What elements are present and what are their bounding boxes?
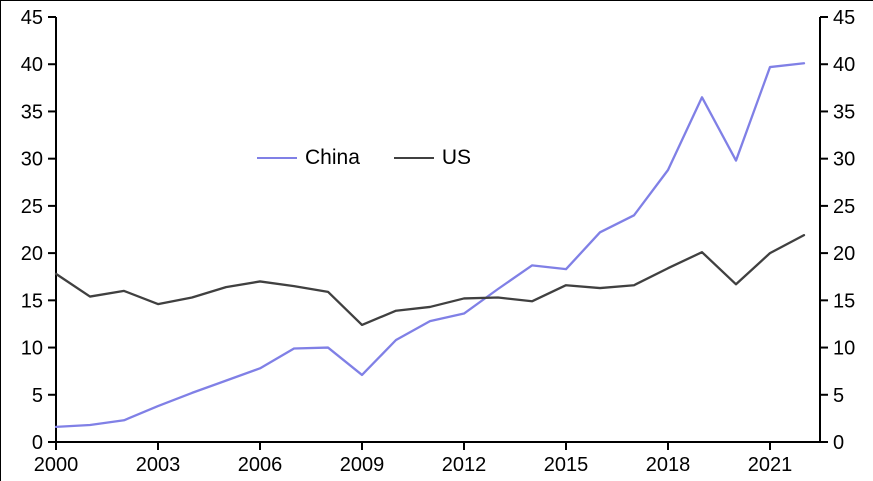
y-axis-left-tick-label: 25 [21,196,43,218]
y-axis-right-tick-label: 0 [833,432,844,454]
legend-label-us: US [441,146,472,169]
y-axis-left-tick-label: 40 [21,54,43,76]
y-axis-left-tick-label: 20 [21,243,43,265]
legend-label-china: China [305,146,360,169]
china-line [54,62,806,429]
x-axis-tick-label: 2021 [748,454,793,476]
x-axis-tick-label: 2015 [544,454,589,476]
legend-item-us: US [393,146,472,169]
x-axis-tick-label: 2006 [238,454,283,476]
y-axis-right-tick-label: 25 [833,196,855,218]
y-axis-right-tick-label: 40 [833,54,855,76]
x-axis-tick-label: 2012 [442,454,487,476]
y-axis-left-tick-label: 5 [32,385,43,407]
y-axis-right-tick-label: 15 [833,290,855,312]
x-axis-tick-label: 2018 [646,454,691,476]
y-axis-right-tick-label: 30 [833,149,855,171]
chart-legend: China US [257,147,471,168]
y-axis-left-tick-label: 30 [21,149,43,171]
y-axis-left-tick-label: 35 [21,101,43,123]
china-line-swatch [257,156,297,159]
x-axis-tick-label: 2000 [34,454,79,476]
y-axis-right-tick-label: 5 [833,385,844,407]
y-axis-right-tick-label: 35 [833,101,855,123]
y-axis-right-tick-label: 20 [833,243,855,265]
us-line-swatch [393,156,434,159]
us-line [54,234,806,327]
y-axis-right-tick-label: 45 [833,7,855,29]
x-axis-tick-label: 2009 [340,454,385,476]
y-axis-left-tick-label: 15 [21,290,43,312]
legend-item-china: China [257,147,360,168]
y-axis-left-tick-label: 45 [21,7,43,29]
y-axis-right-tick-label: 10 [833,338,855,360]
y-axis-left-tick-label: 10 [21,338,43,360]
x-axis-tick-label: 2003 [136,454,181,476]
y-axis-left-tick-label: 0 [32,432,43,454]
